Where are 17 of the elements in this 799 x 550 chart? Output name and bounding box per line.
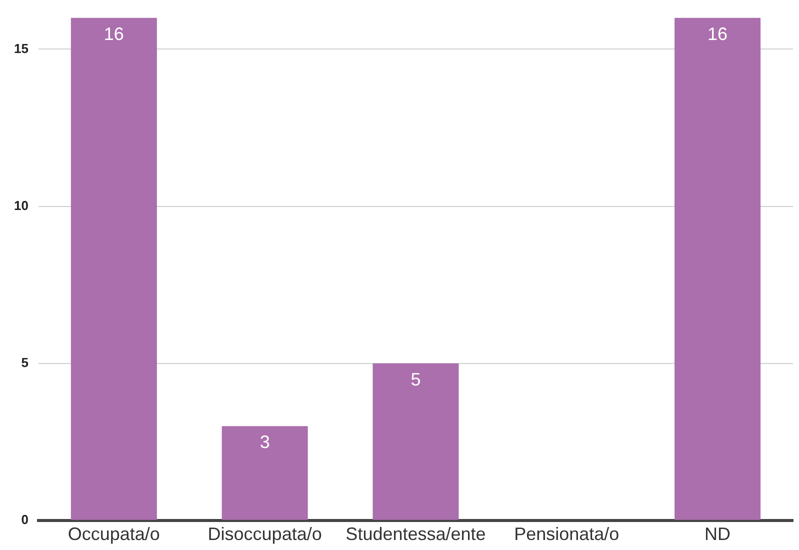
- y-tick-label: 0: [21, 512, 28, 527]
- x-tick-label: Studentessa/ente: [346, 524, 486, 544]
- y-tick-label: 5: [21, 354, 28, 370]
- data-label: 5: [410, 369, 421, 390]
- data-label: 16: [708, 24, 728, 44]
- x-tick-label: Disoccupata/o: [208, 524, 322, 544]
- y-tick-label: 10: [14, 198, 28, 213]
- bar: [372, 363, 459, 520]
- data-label: 16: [104, 24, 124, 44]
- bar: [70, 18, 157, 520]
- x-tick-label: ND: [704, 524, 731, 544]
- data-label: 3: [260, 432, 270, 452]
- bar: [674, 18, 761, 520]
- y-tick-label: 15: [14, 40, 28, 56]
- x-tick-label: Occupata/o: [68, 524, 160, 544]
- x-tick-label: Pensionata/o: [514, 524, 620, 544]
- bar: [222, 426, 308, 520]
